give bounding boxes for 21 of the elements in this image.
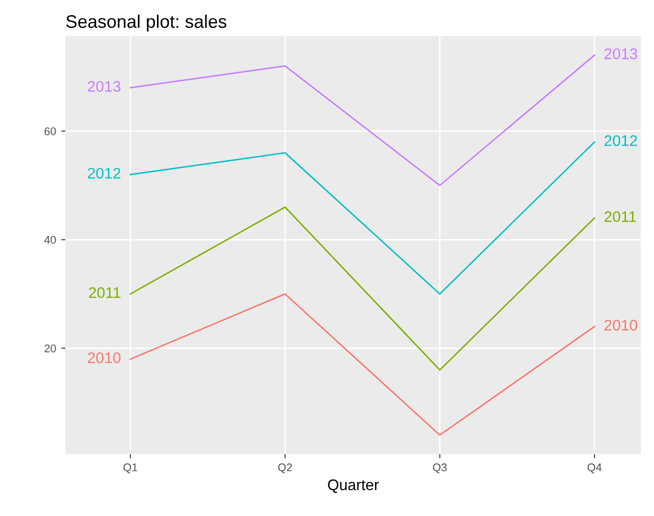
line-series bbox=[130, 293, 596, 436]
line-series bbox=[130, 206, 596, 371]
text: 2011 bbox=[604, 211, 636, 222]
series-label: 2010 bbox=[88, 352, 120, 364]
series-label: 2011 bbox=[89, 287, 120, 298]
series-label: 2013 bbox=[88, 80, 120, 92]
text: 2012 bbox=[604, 135, 638, 146]
text: 2010 bbox=[604, 320, 638, 331]
line-series bbox=[130, 54, 596, 186]
y-tick-label: 40 bbox=[44, 236, 56, 244]
x-tick-label: Q4 bbox=[588, 463, 602, 474]
y-tick-label: 60 bbox=[44, 127, 56, 136]
x-tick-label: Q1 bbox=[123, 463, 138, 474]
chart-title: Seasonal plot: sales bbox=[66, 14, 226, 32]
x-tick-label: Q2 bbox=[278, 463, 292, 474]
series-label: 2012 bbox=[88, 168, 120, 179]
y-tick-label: 20 bbox=[44, 344, 56, 352]
x-axis-title: Quarter bbox=[328, 479, 379, 493]
x-tick-label: Q3 bbox=[432, 463, 447, 474]
line-series bbox=[130, 141, 596, 295]
text: 2013 bbox=[604, 48, 638, 60]
